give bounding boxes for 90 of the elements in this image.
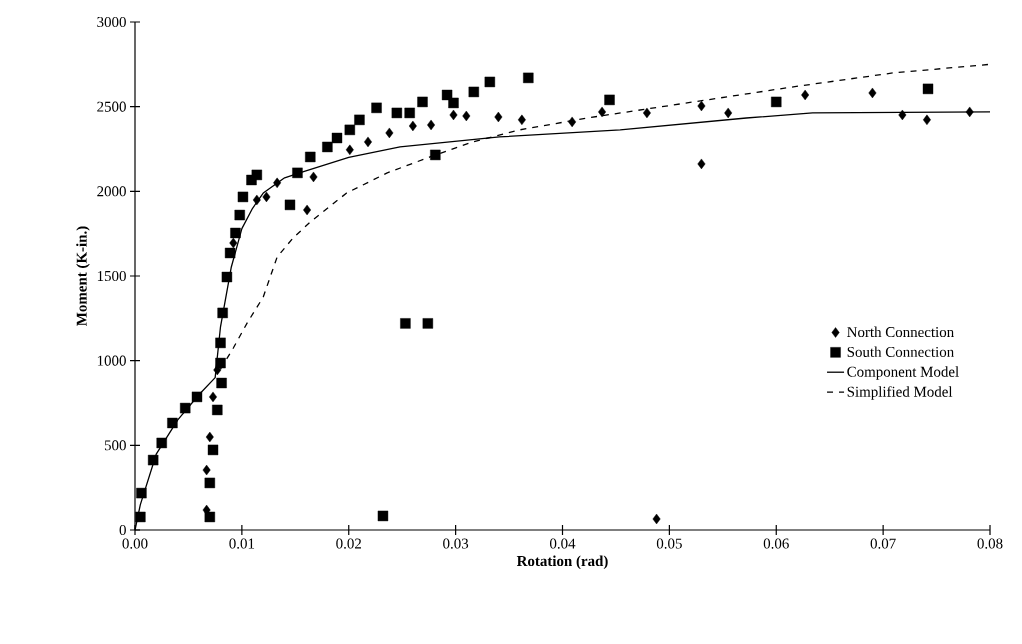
x-tick-label: 0.07 — [870, 538, 896, 549]
point — [965, 106, 974, 118]
point — [523, 72, 534, 84]
point — [237, 191, 249, 203]
point — [354, 114, 365, 126]
point — [331, 132, 343, 144]
point — [377, 510, 389, 522]
point — [371, 102, 382, 114]
point — [292, 167, 303, 179]
x-tick-label: 0.05 — [656, 538, 682, 549]
point — [771, 96, 782, 108]
legend-label: South Connection — [847, 346, 954, 357]
y-tick-label: 1500 — [97, 270, 126, 282]
point — [568, 116, 577, 128]
point — [404, 107, 415, 119]
point — [252, 194, 261, 206]
x-tick-label: 0.08 — [977, 538, 1003, 549]
point — [408, 120, 417, 132]
point — [484, 76, 496, 88]
point — [517, 114, 526, 126]
point — [868, 87, 877, 99]
point — [385, 127, 394, 139]
y-tick-label: 1000 — [97, 355, 126, 366]
x-tick-label: 0.03 — [443, 538, 469, 549]
point — [801, 89, 810, 101]
point — [309, 171, 318, 183]
y-tick-label: 500 — [104, 440, 126, 451]
y-axis-title: Moment (K-in.) — [76, 226, 90, 326]
point — [303, 204, 312, 216]
point — [204, 511, 216, 523]
point — [462, 110, 471, 122]
point — [305, 151, 316, 163]
point — [135, 511, 146, 523]
point — [167, 417, 178, 429]
point — [448, 97, 459, 109]
y-tick-label: 2500 — [97, 101, 126, 112]
x-tick-label: 0.02 — [336, 538, 361, 549]
legend-label: Simplified Model — [847, 386, 953, 400]
point — [180, 402, 191, 414]
legend-label: Component Model — [847, 366, 959, 380]
point — [322, 141, 333, 153]
point — [216, 377, 227, 389]
point — [417, 96, 428, 108]
point — [230, 227, 241, 239]
point — [468, 86, 479, 98]
point — [922, 83, 934, 95]
y-tick-label: 2000 — [97, 186, 126, 197]
point — [136, 487, 147, 499]
point — [207, 444, 219, 456]
y-tick-label: 3000 — [97, 16, 126, 28]
point — [345, 144, 354, 156]
x-tick-label: 0.04 — [549, 538, 576, 549]
point — [156, 437, 167, 449]
point — [400, 318, 411, 329]
point — [449, 109, 458, 121]
x-axis-title: Rotation (rad) — [516, 555, 608, 570]
point — [215, 357, 226, 369]
point — [642, 107, 651, 119]
point — [251, 169, 263, 181]
point — [221, 271, 233, 283]
point — [604, 94, 615, 106]
point — [204, 477, 216, 489]
point — [191, 391, 203, 403]
point — [494, 111, 503, 123]
legend-label: North Connection — [847, 326, 954, 338]
x-tick-label: 0.00 — [122, 538, 148, 549]
point — [262, 191, 271, 203]
point — [147, 454, 159, 466]
point — [217, 307, 228, 319]
point — [422, 318, 434, 329]
point — [898, 109, 907, 121]
point — [229, 237, 238, 249]
point — [273, 177, 282, 189]
point — [284, 199, 296, 211]
point — [652, 513, 661, 525]
point — [697, 158, 706, 170]
point — [391, 107, 403, 119]
point — [344, 124, 356, 136]
point — [234, 209, 245, 221]
y-tick-label: 0 — [119, 524, 126, 536]
x-tick-label: 0.06 — [763, 538, 789, 549]
x-tick-label: 0.01 — [229, 538, 255, 549]
point — [697, 100, 706, 112]
point — [724, 107, 733, 119]
point — [205, 431, 214, 443]
point — [212, 404, 223, 416]
point — [202, 464, 211, 476]
point — [430, 149, 441, 161]
point — [224, 247, 236, 259]
point — [215, 337, 226, 349]
